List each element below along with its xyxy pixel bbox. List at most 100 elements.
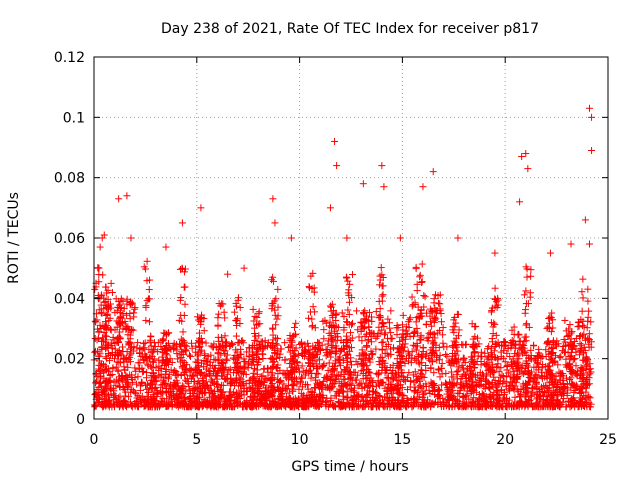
data-point xyxy=(379,291,387,299)
data-point xyxy=(497,353,505,361)
data-point xyxy=(317,381,325,389)
data-point xyxy=(141,402,149,410)
data-point xyxy=(152,363,160,371)
data-point xyxy=(353,391,361,399)
data-point xyxy=(436,327,444,335)
data-point xyxy=(577,370,585,378)
data-point xyxy=(102,345,110,353)
data-point xyxy=(495,368,503,376)
data-point xyxy=(112,396,120,404)
data-point xyxy=(378,396,386,404)
data-point xyxy=(572,362,580,370)
data-point xyxy=(345,403,353,411)
data-point xyxy=(144,388,152,396)
data-point xyxy=(273,341,281,349)
data-point xyxy=(273,383,281,391)
data-point xyxy=(238,403,246,411)
data-point xyxy=(547,391,555,399)
data-point xyxy=(347,394,355,402)
data-point xyxy=(451,403,459,411)
data-point xyxy=(537,395,545,403)
data-point xyxy=(458,403,466,411)
data-point xyxy=(95,383,103,391)
data-point xyxy=(226,403,234,411)
data-point xyxy=(133,380,141,388)
data-point xyxy=(434,365,442,373)
data-point xyxy=(245,344,253,352)
data-point xyxy=(102,311,110,319)
data-point xyxy=(552,388,560,396)
data-point xyxy=(238,391,246,399)
data-point xyxy=(372,382,380,390)
data-point xyxy=(523,399,531,407)
data-point xyxy=(191,365,199,373)
data-point xyxy=(297,339,305,347)
data-point xyxy=(166,388,174,396)
data-point xyxy=(222,400,230,408)
data-point xyxy=(134,359,142,367)
data-point xyxy=(582,366,590,374)
data-point xyxy=(423,309,431,317)
data-point xyxy=(545,384,553,392)
data-point xyxy=(345,286,353,294)
data-point xyxy=(538,372,546,380)
data-point xyxy=(558,347,566,355)
data-point xyxy=(263,389,271,397)
data-point xyxy=(95,399,103,407)
data-point xyxy=(206,362,214,370)
data-point xyxy=(236,303,244,311)
data-point xyxy=(245,352,253,360)
data-point xyxy=(365,391,373,399)
data-point xyxy=(343,234,351,242)
data-point xyxy=(369,329,377,337)
data-point xyxy=(269,195,277,203)
data-point xyxy=(212,371,220,379)
data-point xyxy=(104,295,112,303)
data-point xyxy=(114,367,122,375)
grid-lines xyxy=(94,57,608,419)
data-point xyxy=(385,397,393,405)
data-point xyxy=(389,376,397,384)
data-point xyxy=(379,338,387,346)
data-point xyxy=(449,396,457,404)
data-point xyxy=(439,398,447,406)
data-point xyxy=(574,403,582,411)
data-point xyxy=(131,389,139,397)
data-point xyxy=(340,396,348,404)
x-tick-label: 0 xyxy=(90,432,99,448)
data-point xyxy=(583,399,591,407)
data-point xyxy=(222,355,230,363)
data-point xyxy=(177,354,185,362)
data-point xyxy=(192,342,200,350)
data-point xyxy=(474,352,482,360)
data-point xyxy=(585,240,593,248)
data-point xyxy=(274,335,282,343)
data-point xyxy=(147,333,155,341)
data-point xyxy=(115,195,123,203)
x-tick-label: 15 xyxy=(393,432,411,448)
data-point xyxy=(310,352,318,360)
data-point xyxy=(147,342,155,350)
data-point xyxy=(425,333,433,341)
data-point xyxy=(107,351,115,359)
data-point xyxy=(186,351,194,359)
data-point xyxy=(553,342,561,350)
data-point xyxy=(220,308,228,316)
data-point xyxy=(487,395,495,403)
data-point xyxy=(530,342,538,350)
data-point xyxy=(328,342,336,350)
data-point xyxy=(274,347,282,355)
data-point xyxy=(186,394,194,402)
data-point xyxy=(298,374,306,382)
data-point xyxy=(499,373,507,381)
data-point xyxy=(95,398,103,406)
data-point xyxy=(439,324,447,332)
data-point xyxy=(230,382,238,390)
data-point xyxy=(524,165,532,173)
data-point xyxy=(333,330,341,338)
data-point xyxy=(537,403,545,411)
data-point xyxy=(249,305,257,313)
y-tick-label: 0.04 xyxy=(54,291,85,307)
data-point xyxy=(186,372,194,380)
data-point xyxy=(322,345,330,353)
